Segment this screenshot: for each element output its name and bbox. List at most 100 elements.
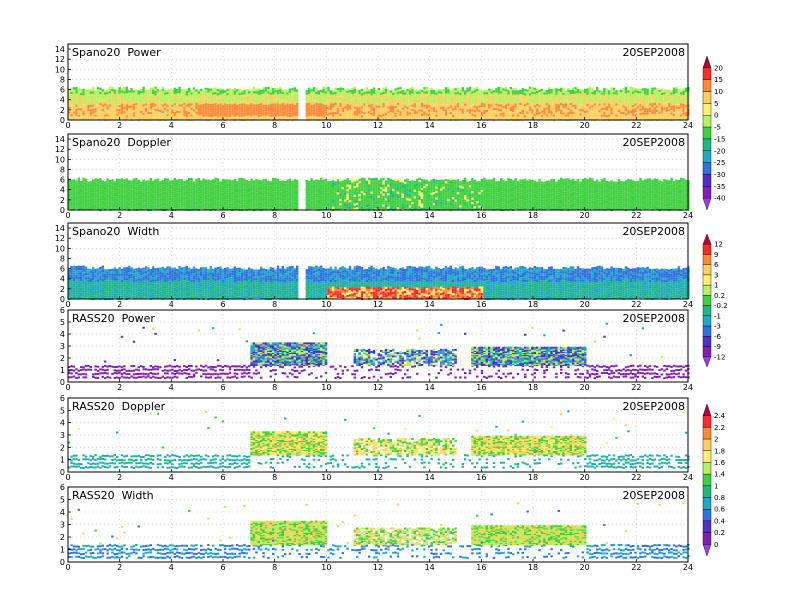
y-tick-label: 6 <box>60 176 65 185</box>
colorbar-segment <box>702 284 712 296</box>
x-tick-label: 20 <box>580 383 590 392</box>
x-tick-label: 14 <box>425 473 435 482</box>
y-tick-label: 6 <box>60 265 65 274</box>
y-tick-label: 2 <box>60 196 65 205</box>
y-tick-label: 8 <box>60 254 65 263</box>
colorbar-segment <box>702 103 712 116</box>
y-tick-label: 10 <box>55 65 65 74</box>
colorbar-segment <box>702 532 712 545</box>
panel-date: 20SEP2008 <box>622 489 685 502</box>
x-tick-label: 2 <box>117 473 122 482</box>
x-tick-label: 0 <box>65 121 70 130</box>
colorbar-segment <box>702 473 712 487</box>
colorbar-label: -12 <box>714 353 725 361</box>
colorbar-segment <box>702 450 712 463</box>
colorbar-segment <box>702 462 712 475</box>
x-tick-label: 10 <box>321 300 331 309</box>
y-tick-label: 12 <box>55 145 65 154</box>
x-tick-label: 10 <box>321 383 331 392</box>
panel-date: 20SEP2008 <box>622 225 685 238</box>
x-tick-label: 22 <box>631 211 641 220</box>
x-tick-label: 4 <box>169 121 174 130</box>
x-tick-label: 12 <box>373 383 383 392</box>
colorbar-segment <box>702 325 712 337</box>
x-tick-label: 24 <box>683 300 693 309</box>
x-tick-label: 16 <box>476 121 486 130</box>
colorbar-label: -6 <box>714 333 722 341</box>
x-tick-label: 18 <box>528 211 538 220</box>
colorbar-label: -20 <box>714 147 725 155</box>
colorbar-label: 2.2 <box>714 424 725 432</box>
panel-date: 20SEP2008 <box>622 46 685 59</box>
colorbar-label: 15 <box>714 76 723 84</box>
x-tick-label: 8 <box>272 383 277 392</box>
data-cells <box>68 410 690 470</box>
x-tick-label: 12 <box>373 563 383 572</box>
y-tick-label: 12 <box>55 234 65 243</box>
x-tick-label: 8 <box>272 300 277 309</box>
y-tick-label: 2 <box>60 285 65 294</box>
colorbar-width: 12 9 6 3 1 0.2 -0.2 -1 -3 -6 -9 -12 <box>702 233 728 368</box>
y-tick-label: 0 <box>60 378 65 387</box>
colorbar-label: 0.2 <box>714 529 725 537</box>
x-tick-label: 6 <box>220 563 225 572</box>
panel-title: Spano20 Doppler <box>72 136 171 149</box>
colorbar-segment <box>702 415 712 428</box>
colorbar-segment <box>702 336 712 347</box>
x-tick-label: 16 <box>476 383 486 392</box>
x-tick-label: 20 <box>580 473 590 482</box>
x-tick-label: 18 <box>528 473 538 482</box>
colorbar-segment <box>702 427 712 440</box>
x-tick-label: 18 <box>528 300 538 309</box>
x-tick-label: 2 <box>117 300 122 309</box>
y-tick-label: 0 <box>60 558 65 567</box>
colorbar-label: 1.6 <box>714 459 726 467</box>
x-tick-label: 10 <box>321 473 331 482</box>
x-tick-label: 8 <box>272 211 277 220</box>
colorbar-label: 6 <box>714 261 719 269</box>
x-tick-label: 6 <box>220 383 225 392</box>
x-tick-label: 6 <box>220 300 225 309</box>
colorbar-segment <box>702 162 712 175</box>
x-tick-label: 8 <box>272 563 277 572</box>
colorbar-segment <box>702 520 712 533</box>
colorbar-segment <box>702 115 712 128</box>
colorbar-segment <box>702 186 712 199</box>
colorbar-segment <box>702 126 712 140</box>
x-tick-label: 24 <box>683 121 693 130</box>
colorbar-segment <box>702 197 712 211</box>
y-tick-label: 5 <box>60 496 65 505</box>
colorbar-label: 9 <box>714 251 718 259</box>
colorbar-label: -3 <box>714 323 721 331</box>
x-tick-label: 2 <box>117 383 122 392</box>
colorbar-segment <box>702 254 712 265</box>
colorbar-segment <box>702 67 712 80</box>
y-tick-label: 4 <box>60 186 65 195</box>
panel-title: Spano20 Power <box>72 46 161 59</box>
data-cells <box>68 502 690 559</box>
colorbar-segment <box>702 233 712 245</box>
x-tick-label: 4 <box>169 563 174 572</box>
colorbar-label: 1 <box>714 482 718 490</box>
colorbar-label: -5 <box>714 124 721 132</box>
panel-date: 20SEP2008 <box>622 312 685 325</box>
y-tick-label: 14 <box>55 224 65 233</box>
y-tick-label: 0 <box>60 295 65 304</box>
y-tick-label: 4 <box>60 96 65 105</box>
x-tick-label: 20 <box>580 211 590 220</box>
data-cells <box>68 322 690 380</box>
x-tick-label: 0 <box>65 211 70 220</box>
x-tick-label: 24 <box>683 563 693 572</box>
colorbar-label: -0.2 <box>714 302 728 310</box>
colorbar-label: 0 <box>714 541 718 549</box>
x-tick-label: 14 <box>425 563 435 572</box>
x-tick-label: 6 <box>220 473 225 482</box>
y-tick-label: 2 <box>60 533 65 542</box>
x-tick-label: 20 <box>580 300 590 309</box>
y-tick-label: 2 <box>60 443 65 452</box>
panel-title: Spano20 Width <box>72 225 159 238</box>
x-tick-label: 22 <box>631 563 641 572</box>
